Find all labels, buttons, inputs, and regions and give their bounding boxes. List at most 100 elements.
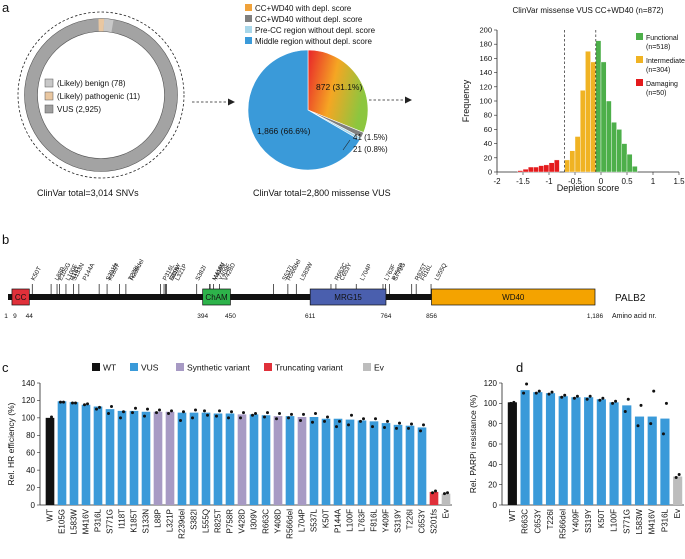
hr-x-tick: L100F bbox=[346, 509, 355, 532]
hr-replicate-dot bbox=[395, 426, 398, 430]
panel-letter-b: b bbox=[2, 232, 9, 247]
parpi-bar bbox=[647, 416, 657, 505]
hist-x-tick: 0 bbox=[599, 177, 604, 186]
hr-y-tick: 140 bbox=[22, 379, 36, 388]
hr-replicate-dot bbox=[311, 420, 314, 424]
pie-slice-middle bbox=[247, 49, 361, 171]
hr-x-tick: K50T bbox=[322, 509, 331, 528]
hr-x-tick: C653Y bbox=[418, 508, 427, 533]
hist-bar bbox=[616, 129, 622, 173]
hist-bar bbox=[528, 166, 534, 173]
hr-y-tick: 120 bbox=[22, 396, 36, 405]
parpi-resistance-chart: 0 20 40 60 80 100 120 Rel. PARPi resistance (%)… bbox=[468, 379, 684, 539]
hr-replicate-dot bbox=[122, 410, 125, 414]
hr-replicate-dot bbox=[347, 423, 350, 427]
hr-replicate-dot bbox=[338, 419, 341, 423]
hr-replicate-dot bbox=[278, 412, 281, 415]
hist-bar bbox=[595, 40, 602, 173]
parpi-bar bbox=[660, 418, 670, 505]
hist-bar bbox=[611, 122, 617, 173]
pie-label-middle: 1,866 (66.6%) bbox=[257, 126, 311, 136]
donut-dashed-outline bbox=[17, 11, 185, 179]
parpi-y-label: Rel. PARPi resistance (%) bbox=[468, 395, 478, 494]
hr-replicate-dot bbox=[203, 409, 206, 413]
donut-caption: ClinVar total=3,014 SNVs bbox=[37, 188, 139, 198]
hr-replicate-dot bbox=[431, 491, 434, 495]
pie-label-872: 872 (31.1%) bbox=[316, 82, 362, 92]
hr-x-tick: R825T bbox=[214, 509, 223, 533]
hr-legend-swatch bbox=[264, 363, 272, 371]
hist-bar bbox=[580, 90, 586, 173]
legend-pathogenic: (Likely) pathogenic (11) bbox=[57, 92, 140, 101]
arrow-2 bbox=[369, 96, 412, 104]
hr-replicate-dot bbox=[119, 416, 122, 420]
hr-replicate-dot bbox=[434, 489, 437, 493]
hist-x-label: Depletion score bbox=[557, 183, 620, 193]
parpi-replicate-dot bbox=[652, 389, 656, 393]
hr-bar bbox=[249, 414, 259, 505]
hr-legend-swatch bbox=[92, 363, 100, 371]
hist-legend-n: (n=50) bbox=[646, 90, 666, 97]
hist-x-tick: 1 bbox=[651, 177, 656, 186]
hr-x-tick: S382I bbox=[190, 509, 199, 530]
parpi-replicate-dot bbox=[623, 409, 627, 413]
variant-label: L555Q bbox=[434, 262, 449, 282]
aa-number: 1 bbox=[4, 313, 8, 320]
domain-cham bbox=[202, 288, 231, 306]
hr-replicate-dot bbox=[83, 403, 86, 407]
hist-bar bbox=[600, 61, 607, 173]
parpi-replicate-dot bbox=[547, 392, 551, 396]
hist-y-tick: 200 bbox=[479, 26, 492, 35]
hr-replicate-dot bbox=[59, 400, 62, 404]
aa-number: 394 bbox=[197, 313, 208, 320]
hr-legend-swatch bbox=[176, 363, 184, 371]
parpi-replicate-dot bbox=[560, 395, 564, 399]
parpi-x-tick: T226I bbox=[546, 509, 555, 529]
hr-replicate-dot bbox=[386, 419, 389, 423]
hr-y-tick: 20 bbox=[26, 483, 35, 492]
hr-bar bbox=[117, 410, 127, 505]
hr-x-tick: K185T bbox=[130, 509, 139, 533]
hist-legend-name: Intermediate bbox=[646, 58, 685, 65]
hist-bar bbox=[554, 159, 560, 173]
legend-swatch-pathogenic bbox=[44, 91, 54, 101]
hr-bar bbox=[69, 402, 79, 505]
hr-replicate-dot bbox=[446, 491, 449, 495]
protein-name: PALB2 bbox=[615, 293, 646, 304]
hr-legend-label: Ev bbox=[374, 363, 385, 373]
hr-x-tick: Ev bbox=[442, 509, 451, 518]
hist-x-tick: 0.5 bbox=[621, 177, 633, 186]
hist-legend-swatch bbox=[636, 33, 643, 40]
hr-bar bbox=[165, 411, 175, 505]
hist-y-tick: 120 bbox=[479, 82, 492, 91]
hist-bar bbox=[590, 61, 596, 173]
hr-replicate-dot bbox=[155, 411, 158, 415]
parpi-x-tick: S771G bbox=[622, 509, 631, 534]
hr-x-tick: L763F bbox=[358, 509, 367, 532]
hr-bar bbox=[81, 404, 91, 505]
domain-label-cc: CC bbox=[15, 293, 27, 302]
hist-y-tick: 0 bbox=[488, 168, 492, 177]
hr-replicate-dot bbox=[362, 417, 365, 421]
parpi-replicate-dot bbox=[677, 473, 681, 476]
parpi-replicate-dot bbox=[585, 397, 589, 401]
hist-y-tick: 180 bbox=[479, 40, 492, 49]
hr-bar bbox=[141, 411, 151, 505]
hr-x-tick: S133N bbox=[142, 509, 151, 534]
hr-x-tick: P316L bbox=[94, 508, 103, 532]
hr-y-tick: 40 bbox=[26, 466, 35, 475]
parpi-x-tick: R663C bbox=[521, 509, 530, 534]
parpi-replicate-dot bbox=[611, 401, 615, 405]
hr-x-tick: L583W bbox=[70, 509, 79, 535]
hr-replicate-dot bbox=[206, 413, 209, 417]
domain-cc bbox=[11, 288, 30, 306]
hr-x-tick: M416V bbox=[82, 508, 91, 534]
hr-x-tick: L704P bbox=[298, 509, 307, 532]
domain-mrg15 bbox=[309, 288, 387, 306]
hr-replicate-dot bbox=[50, 415, 53, 419]
parpi-x-tick: L100F bbox=[610, 509, 619, 532]
parpi-bar bbox=[533, 392, 543, 505]
hr-legend-swatch bbox=[363, 363, 371, 371]
hist-y-label: Frequency bbox=[461, 79, 471, 122]
